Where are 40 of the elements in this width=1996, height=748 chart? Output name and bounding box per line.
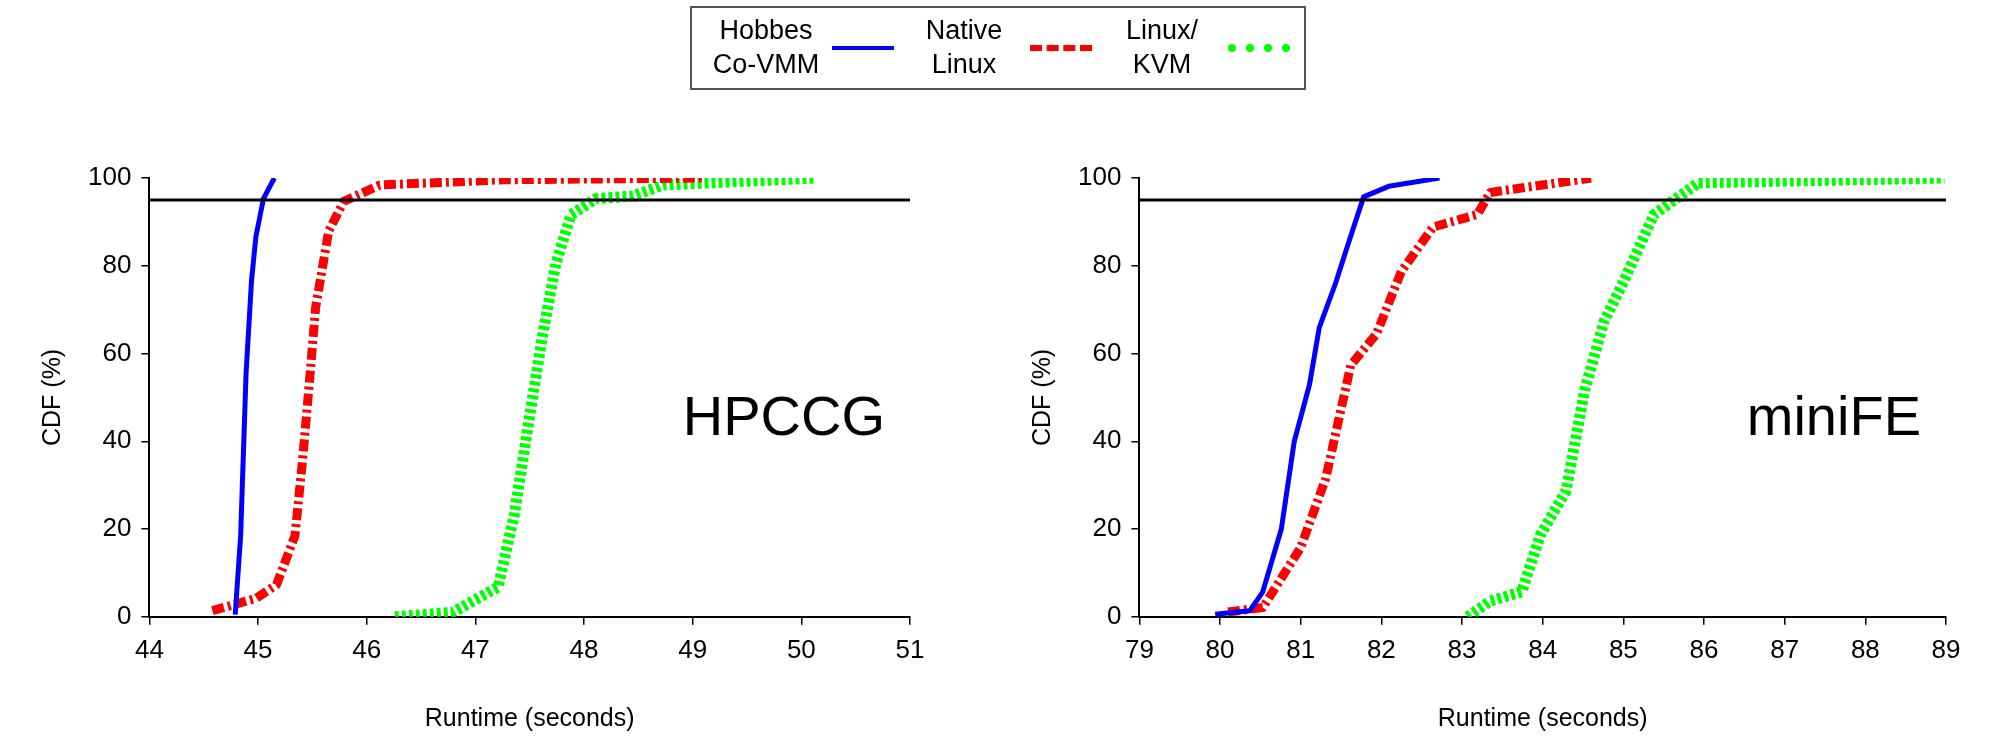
y-tick-label: 60 (1092, 336, 1122, 367)
y-tick-label: 40 (102, 424, 132, 455)
x-tick-label: 44 (134, 633, 164, 664)
y-tick-label: 60 (102, 336, 132, 367)
y-axis-title: CDF (%) (1026, 348, 1055, 447)
x-axis-title: Runtime (seconds) (1437, 702, 1648, 731)
y-axis-title: CDF (%) (36, 348, 65, 447)
x-tick-label: 79 (1124, 633, 1154, 664)
y-tick-label: 40 (1092, 424, 1122, 455)
annotation: miniFE (1746, 383, 1921, 447)
x-tick-label: 50 (786, 633, 816, 664)
x-tick-label: 51 (895, 633, 925, 664)
legend-label: Native Linux (924, 14, 1004, 81)
x-tick-label: 87 (1770, 633, 1800, 664)
x-tick-label: 47 (460, 633, 490, 664)
x-axis-title: Runtime (seconds) (424, 702, 635, 731)
y-tick-label: 100 (1077, 161, 1122, 192)
x-tick-label: 45 (243, 633, 273, 664)
y-tick-label: 100 (87, 161, 132, 192)
y-tick-label: 20 (1092, 512, 1122, 543)
legend-label: Linux/ KVM (1124, 14, 1200, 81)
x-tick-label: 88 (1850, 633, 1880, 664)
x-tick-label: 80 (1205, 633, 1235, 664)
x-tick-label: 49 (678, 633, 708, 664)
x-tick-label: 46 (352, 633, 382, 664)
y-tick-label: 80 (1092, 248, 1122, 279)
x-tick-label: 81 (1286, 633, 1316, 664)
y-tick-label: 0 (116, 599, 132, 630)
x-tick-label: 82 (1366, 633, 1396, 664)
x-tick-label: 89 (1931, 633, 1961, 664)
y-tick-label: 80 (102, 248, 132, 279)
x-tick-label: 48 (569, 633, 599, 664)
x-tick-label: 85 (1608, 633, 1638, 664)
y-tick-label: 20 (102, 512, 132, 543)
y-tick-label: 0 (1106, 599, 1122, 630)
annotation: HPCCG (682, 383, 885, 447)
legend-label: Hobbes Co-VMM (711, 14, 821, 81)
x-tick-label: 84 (1528, 633, 1558, 664)
x-tick-label: 83 (1447, 633, 1477, 664)
x-tick-label: 86 (1689, 633, 1719, 664)
